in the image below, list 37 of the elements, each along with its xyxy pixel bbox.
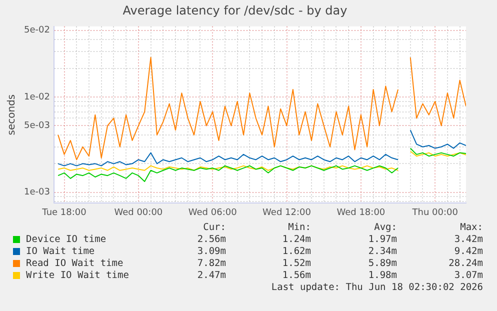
x-tick-label: Wed 06:00 [188,208,238,218]
text: 3.09m [197,246,226,257]
x-tick-label: Wed 12:00 [262,208,312,218]
text: 2.47m [197,270,226,281]
text: 1.24m [282,234,311,245]
x-tick-label: Tue 18:00 [41,208,87,218]
x-tick-label: Wed 18:00 [336,208,386,218]
text: 1.97m [368,234,397,245]
legend-label: Read IO Wait time [26,258,124,269]
text: Avg: [374,222,397,233]
text: 1.98m [368,270,397,281]
y-tick-label: 1e-03 [24,188,50,198]
text: Cur: [203,222,226,233]
text: Min: [288,222,311,233]
text: 9.42m [454,246,483,257]
x-tick-label: Thu 00:00 [411,208,458,218]
legend-label: Device IO time [26,234,106,245]
text: 1.52m [282,258,311,269]
y-axis-title: seconds [6,94,18,136]
text: 2.34m [368,246,397,257]
y-tick-label: 5e-02 [24,26,50,36]
text: Max: [460,222,483,233]
y-tick-label: 5e-03 [24,121,50,132]
chart-title: Average latency for /dev/sdc - by day [122,3,348,18]
text: 7.82m [197,258,226,269]
text: 3.07m [454,270,483,281]
y-tick-label: 1e-02 [24,92,50,102]
legend-label: Write IO Wait time [26,270,129,281]
text: 1.62m [282,246,311,257]
text: Last update: Thu Jun 18 02:30:02 2026 [271,282,483,293]
x-tick-label: Wed 00:00 [114,208,163,218]
text: 5.89m [368,258,397,269]
text: 2.56m [197,234,226,245]
text: 3.42m [454,234,483,245]
text: 1.56m [282,270,311,281]
legend-label: IO Wait time [26,246,95,257]
text: 28.24m [448,258,483,269]
